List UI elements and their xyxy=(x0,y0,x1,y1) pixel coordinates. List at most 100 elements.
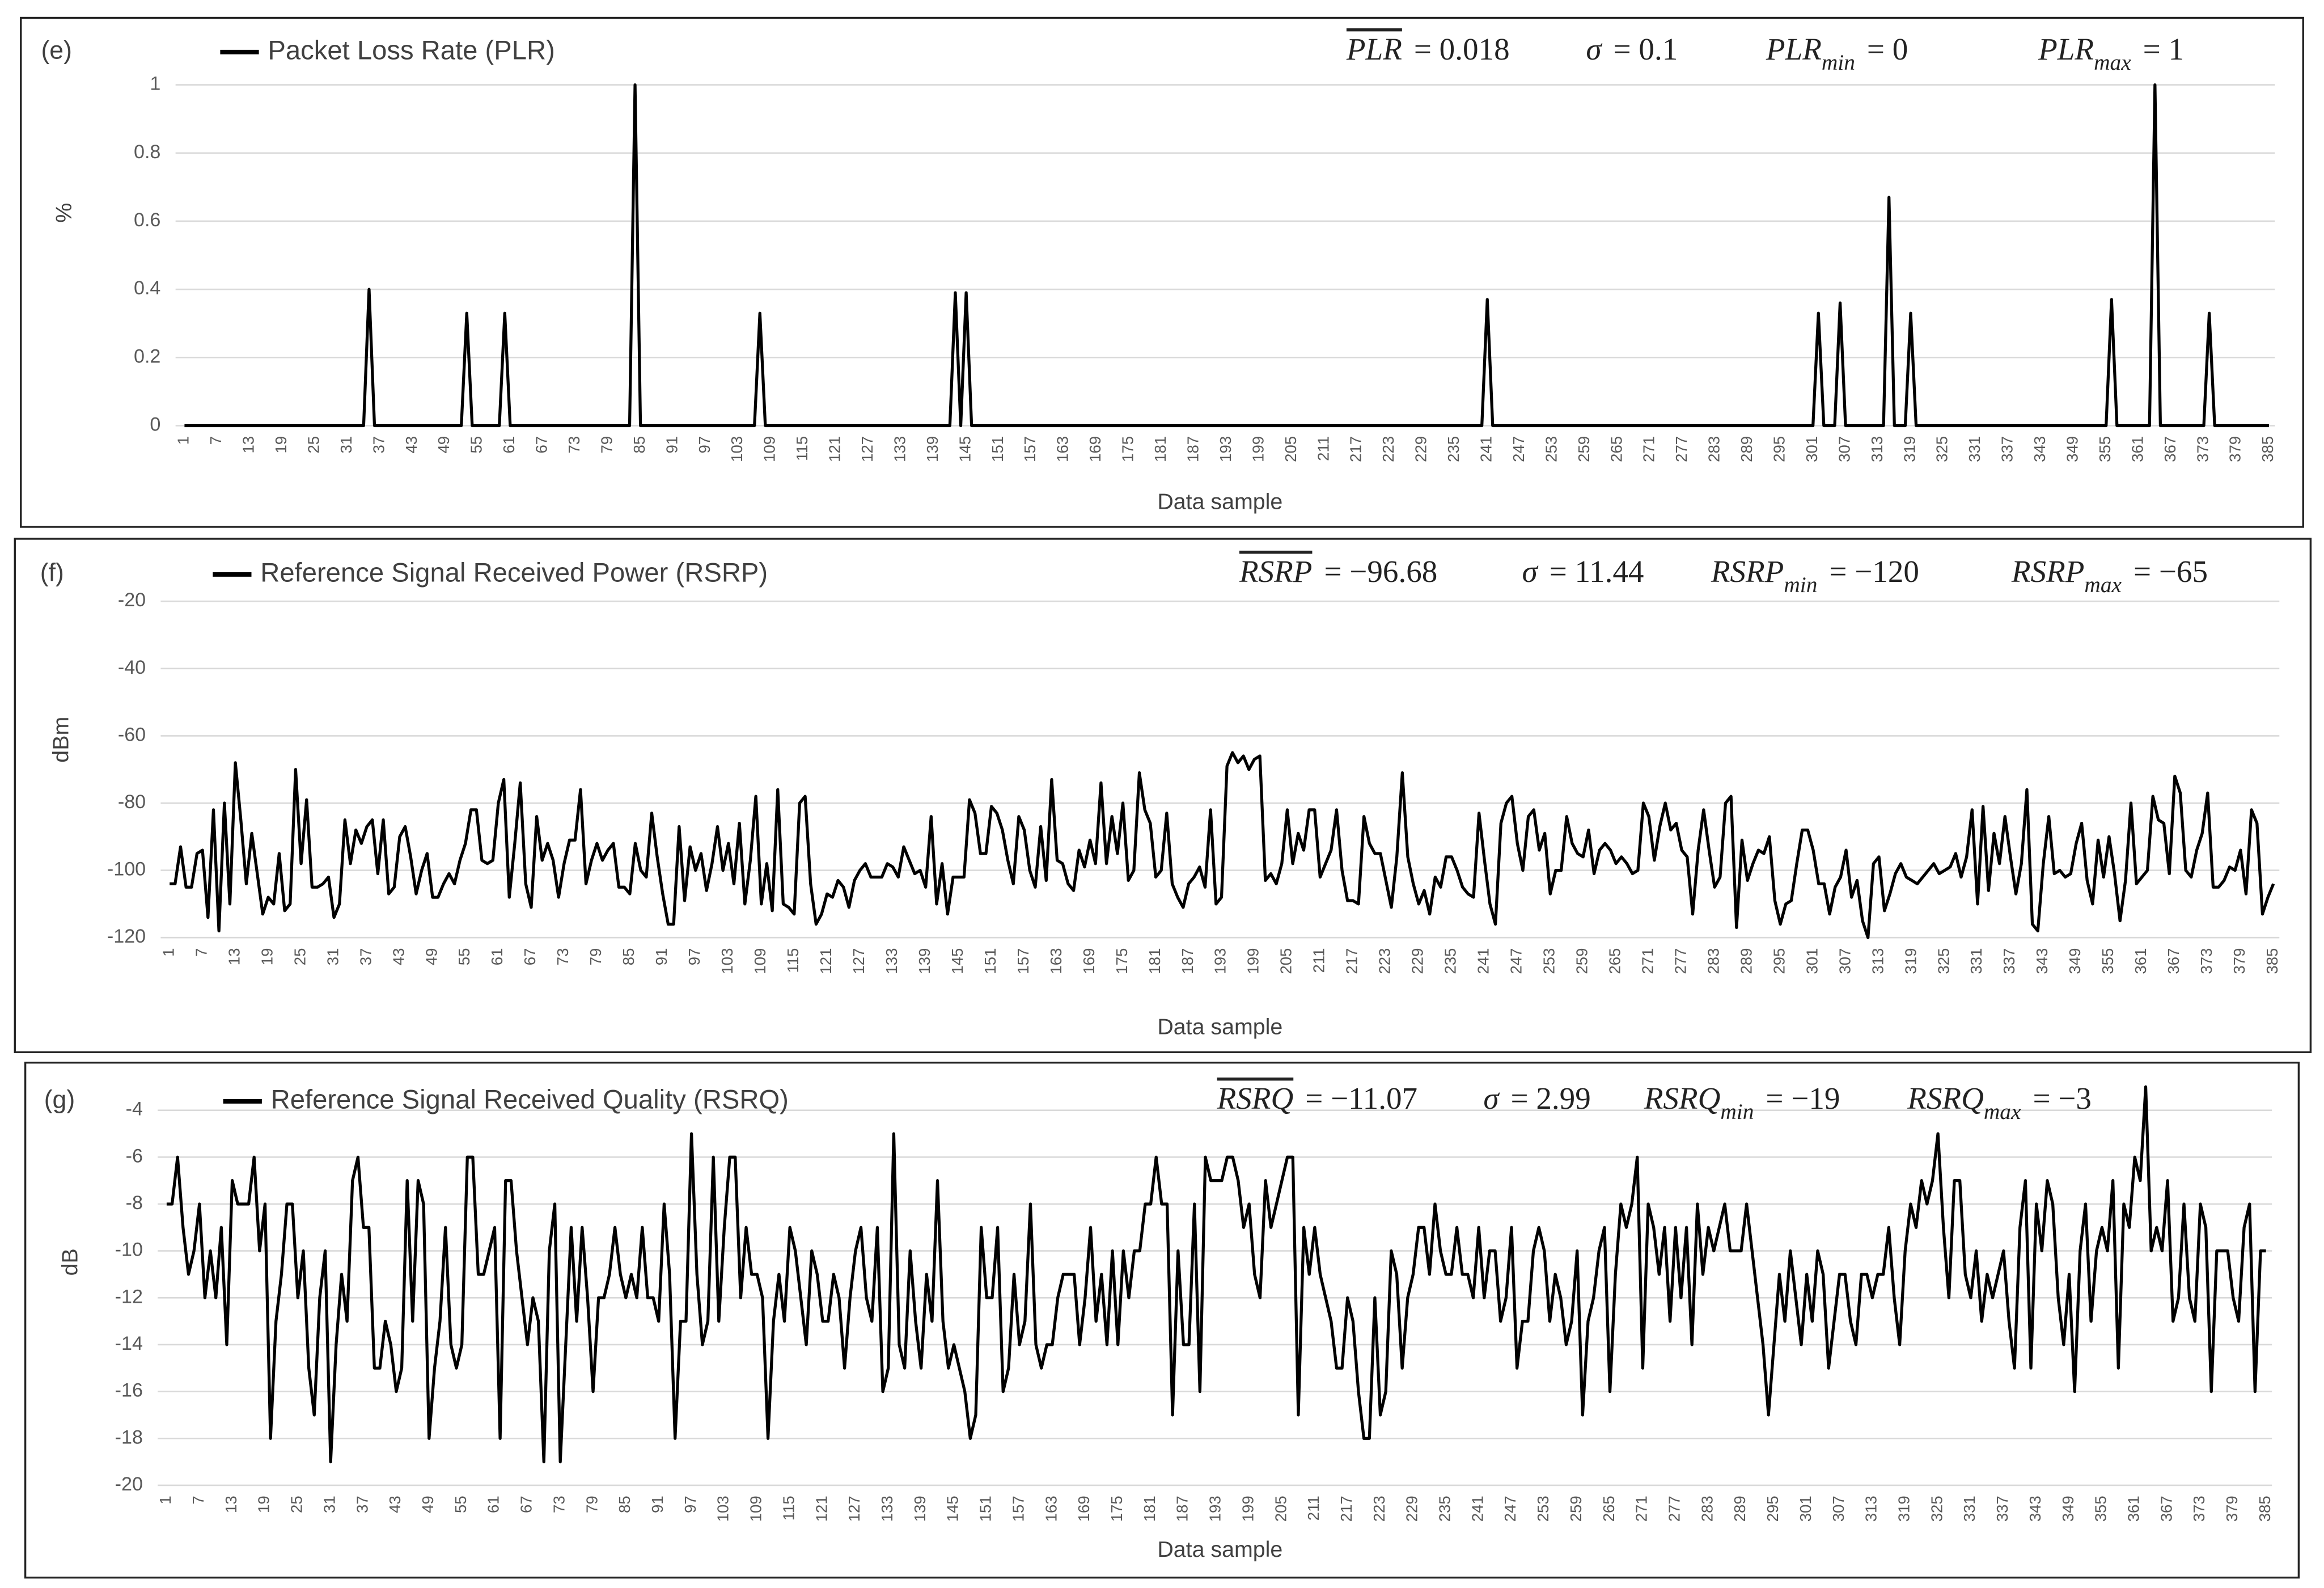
panel-border xyxy=(20,16,2304,528)
panel-label: (f) xyxy=(40,559,64,587)
x-tick-label: 31 xyxy=(324,948,341,966)
x-tick-label: 325 xyxy=(1933,436,1951,462)
x-tick-label: 43 xyxy=(386,1496,404,1513)
y-tick-label: -40 xyxy=(118,657,146,678)
x-tick-label: 13 xyxy=(222,1496,240,1513)
x-tick-label: 313 xyxy=(1862,1496,1880,1522)
stat-value: = 1 xyxy=(2143,31,2184,66)
x-tick-label: 373 xyxy=(2198,948,2215,974)
x-tick-label: 241 xyxy=(1477,436,1495,462)
stat-subscript: max xyxy=(2094,50,2131,75)
y-axis-label: dB xyxy=(57,1248,82,1276)
x-tick-label: 205 xyxy=(1277,948,1295,974)
y-axis-label: % xyxy=(52,203,77,223)
x-tick-label: 85 xyxy=(630,436,648,454)
x-tick-label: 331 xyxy=(1967,948,1985,974)
x-tick-label: 295 xyxy=(1764,1496,1781,1522)
x-tick-label: 145 xyxy=(944,1496,962,1522)
x-tick-label: 337 xyxy=(1999,436,2016,462)
x-tick-label: 271 xyxy=(1633,1496,1650,1522)
stat-subscript: min xyxy=(1784,572,1817,597)
y-tick-label: -100 xyxy=(107,859,146,880)
y-tick-label: -20 xyxy=(115,1473,143,1495)
x-tick-label: 121 xyxy=(812,1496,830,1522)
x-tick-label: 25 xyxy=(291,948,308,966)
x-tick-label: 295 xyxy=(1771,436,1788,462)
stat-value: = −120 xyxy=(1829,554,1919,589)
y-tick-label: 0 xyxy=(150,414,160,436)
x-tick-label: 241 xyxy=(1475,948,1492,974)
x-tick-label: 103 xyxy=(714,1496,732,1522)
x-tick-label: 139 xyxy=(911,1496,929,1522)
x-tick-label: 343 xyxy=(2033,948,2051,974)
x-tick-label: 61 xyxy=(485,1496,502,1513)
x-tick-label: 37 xyxy=(357,948,374,966)
x-tick-label: 301 xyxy=(1803,436,1821,462)
x-tick-label: 97 xyxy=(696,436,713,454)
panel-border xyxy=(24,1061,2300,1579)
x-tick-label: 253 xyxy=(1534,1496,1552,1522)
x-tick-label: 79 xyxy=(598,436,615,454)
y-tick-label: 0.8 xyxy=(134,141,160,163)
x-tick-label: 73 xyxy=(550,1496,568,1513)
y-tick-label: -120 xyxy=(107,926,146,947)
x-tick-label: 79 xyxy=(583,1496,600,1513)
x-tick-label: 349 xyxy=(2064,436,2081,462)
x-tick-label: 295 xyxy=(1770,948,1788,974)
x-tick-label: 355 xyxy=(2099,948,2116,974)
x-tick-label: 25 xyxy=(304,436,322,454)
x-tick-label: 211 xyxy=(1310,948,1328,973)
x-tick-label: 169 xyxy=(1080,948,1098,974)
x-tick-label: 1 xyxy=(159,948,177,957)
x-tick-label: 319 xyxy=(1895,1496,1913,1522)
x-tick-label: 97 xyxy=(685,948,703,966)
stat-value: = −3 xyxy=(2033,1081,2091,1116)
x-tick-label: 55 xyxy=(455,948,473,966)
x-tick-label: 367 xyxy=(2157,1496,2175,1522)
x-tick-label: 337 xyxy=(1993,1496,2011,1522)
x-tick-label: 103 xyxy=(728,436,746,462)
stat-subscript: min xyxy=(1720,1099,1754,1124)
x-tick-label: 133 xyxy=(883,948,900,974)
x-tick-label: 283 xyxy=(1698,1496,1716,1522)
x-tick-label: 361 xyxy=(2125,1496,2143,1522)
x-tick-label: 337 xyxy=(2000,948,2018,974)
x-tick-label: 217 xyxy=(1337,1496,1355,1522)
x-tick-label: 163 xyxy=(1047,948,1065,974)
y-axis-label: dBm xyxy=(49,717,74,763)
x-tick-label: 205 xyxy=(1282,436,1299,462)
legend-label: Reference Signal Received Quality (RSRQ) xyxy=(271,1084,789,1114)
x-tick-label: 61 xyxy=(500,436,518,454)
x-tick-label: 211 xyxy=(1305,1496,1322,1521)
stat-annotation: RSRQmax = −3 xyxy=(1907,1081,2092,1124)
stat-annotation: RSRPmax = −65 xyxy=(2011,554,2208,597)
stat-annotation: σ = 0.1 xyxy=(1586,31,1678,66)
stat-value: = 0.018 xyxy=(1414,31,1510,66)
y-tick-label: -80 xyxy=(118,791,146,813)
x-tick-label: 115 xyxy=(784,948,802,973)
x-tick-label: 1 xyxy=(175,436,192,445)
stat-symbol: RSRP xyxy=(1239,554,1313,589)
stat-value: = −19 xyxy=(1766,1081,1840,1116)
x-tick-label: 181 xyxy=(1152,436,1169,462)
x-tick-label: 289 xyxy=(1731,1496,1749,1522)
x-tick-label: 151 xyxy=(981,948,999,974)
stat-symbol: PLR xyxy=(1766,31,1822,66)
x-tick-label: 145 xyxy=(949,948,966,974)
x-tick-label: 211 xyxy=(1314,436,1332,461)
x-tick-label: 169 xyxy=(1086,436,1104,462)
x-tick-label: 259 xyxy=(1567,1496,1585,1522)
stat-annotation: RSRQmin = −19 xyxy=(1644,1081,1840,1124)
x-tick-label: 319 xyxy=(1900,436,1918,462)
x-tick-label: 385 xyxy=(2259,436,2276,462)
x-tick-label: 247 xyxy=(1501,1496,1519,1522)
x-tick-label: 313 xyxy=(1869,948,1886,974)
x-tick-label: 235 xyxy=(1442,948,1459,974)
x-tick-label: 13 xyxy=(240,436,257,454)
stat-subscript: max xyxy=(2084,572,2122,597)
x-tick-label: 325 xyxy=(1928,1496,1945,1522)
x-tick-label: 325 xyxy=(1934,948,1952,974)
x-tick-label: 19 xyxy=(272,436,290,454)
x-tick-label: 37 xyxy=(370,436,387,454)
x-tick-label: 283 xyxy=(1704,948,1722,974)
